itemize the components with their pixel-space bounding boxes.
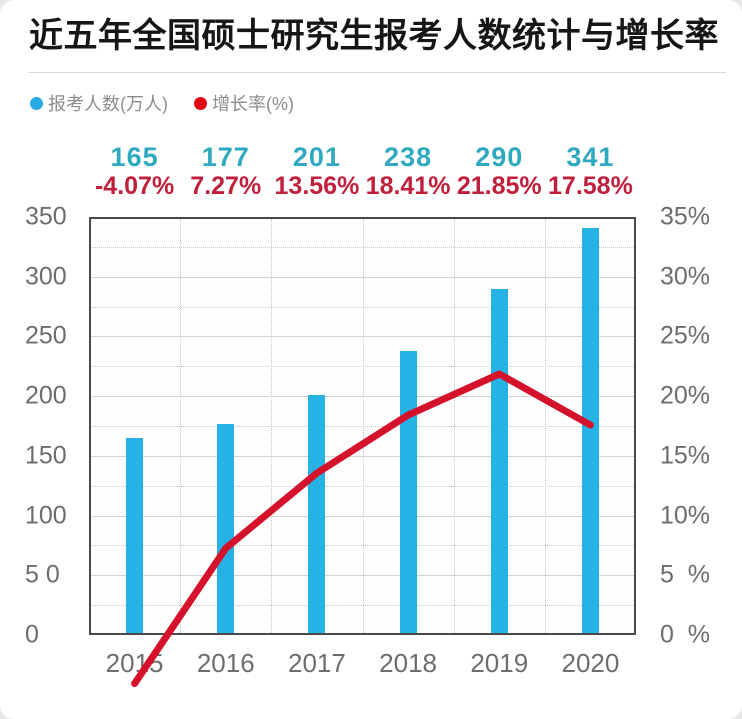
value-label: 290 xyxy=(475,142,524,172)
growth-label: 18.41% xyxy=(365,172,451,200)
y-tick-left: 350 xyxy=(25,202,67,231)
gridline xyxy=(453,219,455,633)
title-divider xyxy=(28,72,726,73)
growth-dot-icon xyxy=(194,96,207,110)
y-tick-right: 35% xyxy=(660,202,711,231)
y-tick-left: 200 xyxy=(25,381,67,410)
gridline xyxy=(271,219,273,633)
y-tick-right: 0 % xyxy=(660,620,711,649)
y-tick-right: 15% xyxy=(660,441,711,470)
value-label: 177 xyxy=(201,142,250,172)
gridline xyxy=(362,219,364,633)
y-tick-left: 5 0 xyxy=(25,560,60,589)
bar-2017 xyxy=(308,394,326,633)
bar-2015 xyxy=(126,437,144,633)
legend-item-applicants: 报考人数(万人) xyxy=(30,90,168,116)
legend-item-growth: 增长率(%) xyxy=(194,90,294,116)
y-tick-right: 5 % xyxy=(660,560,711,589)
y-tick-left: 100 xyxy=(25,501,67,530)
growth-label: 13.56% xyxy=(274,172,360,200)
legend-label-growth: 增长率(%) xyxy=(212,94,294,114)
value-label: 165 xyxy=(110,142,159,172)
x-tick: 2020 xyxy=(561,648,620,678)
legend: 报考人数(万人) 增长率(%) xyxy=(30,90,294,116)
x-tick: 2017 xyxy=(287,648,346,678)
gridline xyxy=(180,219,182,633)
x-tick: 2016 xyxy=(196,648,255,678)
y-tick-left: 0 xyxy=(25,620,39,649)
applicants-dot-icon xyxy=(30,96,43,110)
x-tick: 2018 xyxy=(379,648,437,678)
growth-label: 21.85% xyxy=(456,172,542,200)
legend-label-applicants: 报考人数(万人) xyxy=(48,94,168,114)
value-label: 341 xyxy=(566,142,615,172)
page-title: 近五年全国硕士研究生报考人数统计与增长率 xyxy=(29,17,719,55)
y-tick-left: 150 xyxy=(25,441,67,470)
y-tick-left: 250 xyxy=(25,321,67,350)
growth-label: 7.27% xyxy=(190,172,262,200)
x-tick: 2019 xyxy=(470,648,529,678)
bar-2020 xyxy=(581,227,599,633)
y-tick-right: 20% xyxy=(660,381,711,410)
y-tick-right: 10% xyxy=(660,501,711,530)
y-tick-right: 25% xyxy=(660,321,711,350)
growth-label: 17.58% xyxy=(548,172,633,200)
y-tick-left: 300 xyxy=(25,262,67,291)
growth-label: -4.07% xyxy=(94,172,175,200)
bar-2016 xyxy=(217,423,235,633)
value-label: 201 xyxy=(292,142,341,172)
value-label: 238 xyxy=(384,142,433,172)
y-tick-right: 30% xyxy=(660,262,711,291)
gridline xyxy=(544,219,546,633)
